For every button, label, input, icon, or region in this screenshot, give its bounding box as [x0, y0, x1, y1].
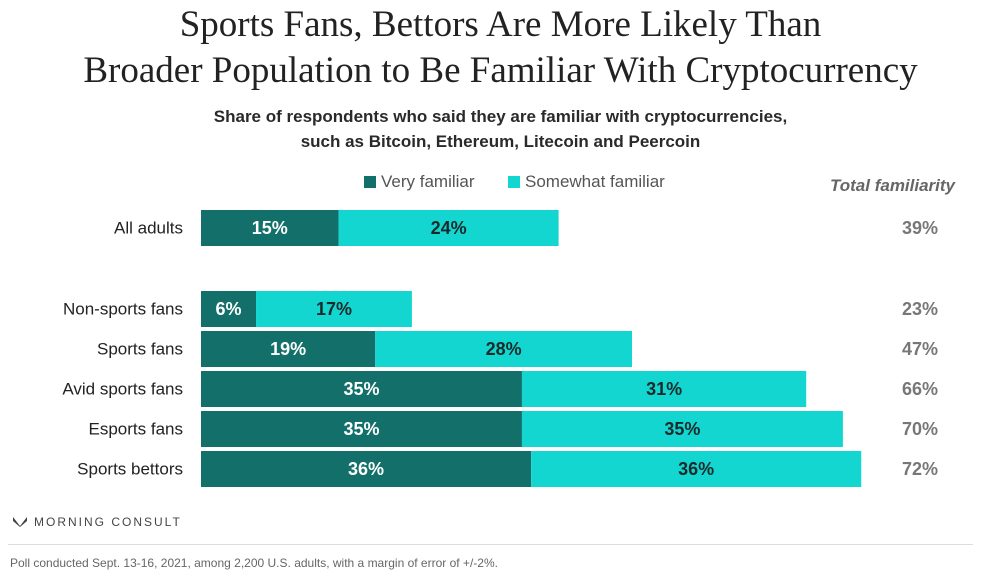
total-label-avid-sports-fans: 66%	[902, 379, 938, 399]
legend-label-somewhat-familiar: Somewhat familiar	[525, 172, 665, 191]
category-label-all-adults: All adults	[114, 219, 183, 238]
category-label-non-sports-fans: Non-sports fans	[63, 300, 183, 319]
bar-somewhat-avid-sports-fans	[521, 371, 807, 407]
total-label-non-sports-fans: 23%	[902, 299, 938, 319]
data-label-somewhat-all-adults: 24%	[431, 218, 467, 238]
total-label-sports-bettors: 72%	[902, 459, 938, 479]
category-label-sports-bettors: Sports bettors	[77, 460, 183, 479]
stacked-bar-chart: All adults 15% 24% 39% Non-sports fans 6% 17% 2…	[62, 210, 938, 487]
bar-somewhat-sports-fans	[375, 331, 632, 367]
data-label-somewhat-sports-fans: 28%	[486, 339, 522, 359]
chart-subtitle-line-2: such as Bitcoin, Ethereum, Litecoin and …	[300, 132, 701, 151]
chart-legend: Very familiar Somewhat familiar	[0, 172, 1001, 192]
data-label-somewhat-non-sports-fans: 17%	[316, 299, 352, 319]
legend-swatch-very-familiar	[364, 176, 376, 188]
bar-somewhat-sports-bettors	[531, 451, 862, 487]
bar-very-avid-sports-fans	[201, 371, 522, 407]
bar-very-sports-bettors	[201, 451, 532, 487]
category-label-avid-sports-fans: Avid sports fans	[62, 380, 183, 399]
data-label-very-non-sports-fans: 6%	[216, 299, 242, 319]
total-label-sports-fans: 47%	[902, 339, 938, 359]
data-label-very-avid-sports-fans: 35%	[343, 379, 379, 399]
bar-somewhat-esports-fans	[521, 411, 843, 447]
bar-somewhat-non-sports-fans	[256, 291, 412, 327]
chart-title: Sports Fans, Bettors Are More Likely Tha…	[0, 2, 1001, 94]
data-label-somewhat-sports-bettors: 36%	[678, 459, 714, 479]
data-label-very-sports-fans: 19%	[270, 339, 306, 359]
data-label-somewhat-esports-fans: 35%	[664, 419, 700, 439]
data-label-somewhat-avid-sports-fans: 31%	[646, 379, 682, 399]
brand-name: MORNING CONSULT	[34, 515, 182, 529]
morning-consult-logo-icon	[13, 517, 27, 527]
bar-very-sports-fans	[201, 331, 376, 367]
category-label-esports-fans: Esports fans	[89, 420, 184, 439]
total-label-all-adults: 39%	[902, 218, 938, 238]
bar-very-all-adults	[201, 210, 339, 246]
data-label-very-all-adults: 15%	[252, 218, 288, 238]
total-label-esports-fans: 70%	[902, 419, 938, 439]
bar-very-non-sports-fans	[201, 291, 257, 327]
chart-title-line-1: Sports Fans, Bettors Are More Likely Tha…	[179, 4, 822, 45]
chart-title-line-2: Broader Population to Be Familiar With C…	[83, 50, 918, 91]
bar-very-esports-fans	[201, 411, 522, 447]
legend-item-very-familiar: Very familiar	[364, 172, 475, 192]
footnote: Poll conducted Sept. 13-16, 2021, among …	[10, 556, 498, 570]
data-label-very-esports-fans: 35%	[343, 419, 379, 439]
bar-somewhat-all-adults	[338, 210, 559, 246]
brand-logo: MORNING CONSULT	[12, 515, 182, 529]
category-label-sports-fans: Sports fans	[97, 340, 183, 359]
legend-item-somewhat-familiar: Somewhat familiar	[508, 172, 665, 192]
chart-subtitle: Share of respondents who said they are f…	[0, 104, 1001, 154]
legend-swatch-somewhat-familiar	[508, 176, 520, 188]
total-familiarity-header: Total familiarity	[830, 176, 956, 195]
legend-label-very-familiar: Very familiar	[381, 172, 475, 191]
footer-divider	[8, 544, 973, 545]
data-label-very-sports-bettors: 36%	[348, 459, 384, 479]
chart-subtitle-line-1: Share of respondents who said they are f…	[213, 107, 788, 126]
